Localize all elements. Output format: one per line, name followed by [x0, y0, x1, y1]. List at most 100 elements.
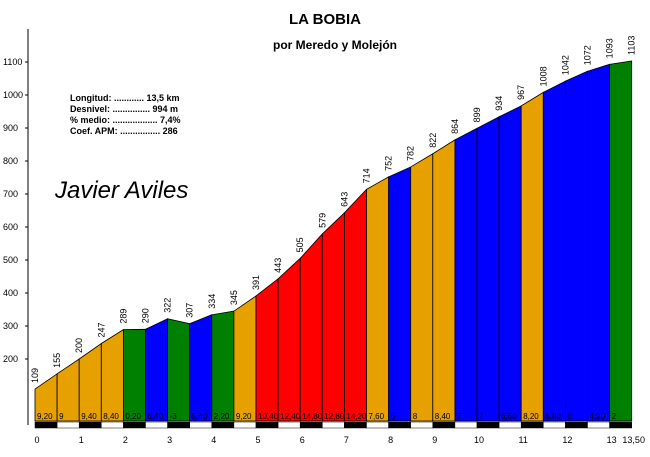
gradient-label: 8,40	[103, 412, 119, 421]
segment	[476, 116, 500, 422]
gradient-label: 6	[567, 412, 572, 421]
scale-block	[233, 421, 257, 429]
segment	[432, 139, 456, 422]
scale-block	[476, 421, 500, 429]
gradient-label: 14,20	[346, 412, 367, 421]
segment	[498, 105, 522, 422]
elevation-label: 322	[163, 298, 173, 313]
y-tick-label: 1100	[3, 57, 22, 67]
elevation-label: 1103	[627, 36, 637, 55]
gradient-label: 0,20	[125, 412, 141, 421]
scale-block	[388, 421, 411, 429]
gradient-label: 12,40	[280, 412, 301, 421]
elevation-label: 345	[229, 290, 239, 305]
scale-block	[78, 421, 102, 429]
gradient-label: 9,40	[81, 412, 97, 421]
chart-subtitle: por Meredo y Molejón	[273, 38, 397, 52]
scale-block	[454, 421, 478, 429]
x-tick-label: 4	[211, 435, 216, 445]
stat-line: Desnivel: ............... 994 m	[70, 104, 178, 114]
scale-block	[543, 421, 566, 429]
scale-block	[432, 421, 456, 429]
elevation-label: 1072	[583, 45, 593, 65]
gradient-label: 8,20	[523, 412, 539, 421]
y-tick-label: 200	[3, 354, 18, 364]
y-tick-label: 900	[3, 123, 18, 133]
scale-block	[520, 421, 544, 429]
segment	[520, 91, 544, 422]
segment	[454, 127, 478, 422]
gradient-label: 10,40	[258, 412, 279, 421]
segment	[277, 257, 301, 422]
segment	[609, 60, 633, 422]
scale-block	[344, 421, 367, 429]
elevation-label: 643	[339, 192, 349, 207]
scale-block	[101, 421, 124, 429]
elevation-label: 334	[207, 294, 217, 309]
segment	[542, 80, 566, 422]
x-tick-label: 7	[344, 435, 349, 445]
elevation-label: 1008	[538, 66, 548, 86]
y-tick-label: 300	[3, 321, 18, 331]
gradient-label: 12,80	[324, 412, 345, 421]
elevation-label: 579	[317, 213, 327, 228]
scale-block	[167, 421, 190, 429]
x-tick-label: 0	[34, 435, 39, 445]
gradient-label: 6,80	[545, 412, 561, 421]
segment	[78, 342, 102, 422]
gradient-label: 2,20	[214, 412, 230, 421]
segment	[366, 176, 390, 422]
elevation-label: 1093	[605, 38, 615, 58]
segment	[321, 211, 345, 422]
x-tick-label: 13	[607, 435, 617, 445]
gradient-label: 4,20	[590, 412, 606, 421]
elevation-label: 934	[494, 96, 504, 111]
gradient-label: 6,60	[501, 412, 517, 421]
gradient-label: 14,80	[302, 412, 323, 421]
x-tick-label: 5	[255, 435, 260, 445]
y-tick-label: 1000	[3, 90, 23, 100]
segment	[388, 166, 412, 422]
x-tick-label: 1	[79, 435, 84, 445]
segment	[189, 314, 213, 422]
scale-block	[322, 421, 345, 429]
scale-block	[366, 421, 389, 429]
elevation-label: 505	[295, 237, 305, 252]
scale-block	[277, 421, 301, 429]
elevation-label: 1042	[560, 55, 570, 75]
elevation-label: 290	[141, 308, 151, 323]
gradient-label: 5,40	[192, 412, 208, 421]
y-tick-label: 700	[3, 189, 18, 199]
scale-block	[145, 421, 168, 429]
segment	[565, 70, 588, 422]
elevation-label: 155	[52, 353, 62, 368]
elevation-label: 307	[185, 303, 195, 318]
y-tick-label: 500	[3, 255, 18, 265]
elevation-label: 967	[516, 85, 526, 100]
elevation-label: 289	[118, 309, 128, 324]
scale-block	[609, 421, 632, 429]
scale-block	[565, 421, 588, 429]
segment	[255, 277, 279, 422]
segment	[410, 153, 434, 422]
stat-line: % medio: .................. 7,4%	[70, 115, 181, 125]
x-tick-label: 11	[519, 435, 528, 445]
chart-title: LA BOBIA	[289, 11, 361, 28]
scale-block	[34, 421, 58, 429]
gradient-label: 7,60	[369, 412, 385, 421]
x-tick-label: 12	[562, 435, 572, 445]
elevation-label: 247	[96, 322, 106, 337]
gradient-label: 9	[59, 412, 64, 421]
segment	[299, 232, 323, 422]
segment	[145, 318, 169, 422]
scale-block	[410, 421, 434, 429]
x-tick-label: 8	[388, 435, 393, 445]
segment	[211, 310, 235, 422]
segment	[123, 328, 146, 422]
author: Javier Aviles	[54, 177, 188, 204]
gradient-label: 9,20	[37, 412, 53, 421]
elevation-label: 822	[428, 133, 438, 148]
stat-line: Longitud: ............ 13,5 km	[70, 93, 180, 103]
elevation-label: 200	[74, 338, 84, 353]
